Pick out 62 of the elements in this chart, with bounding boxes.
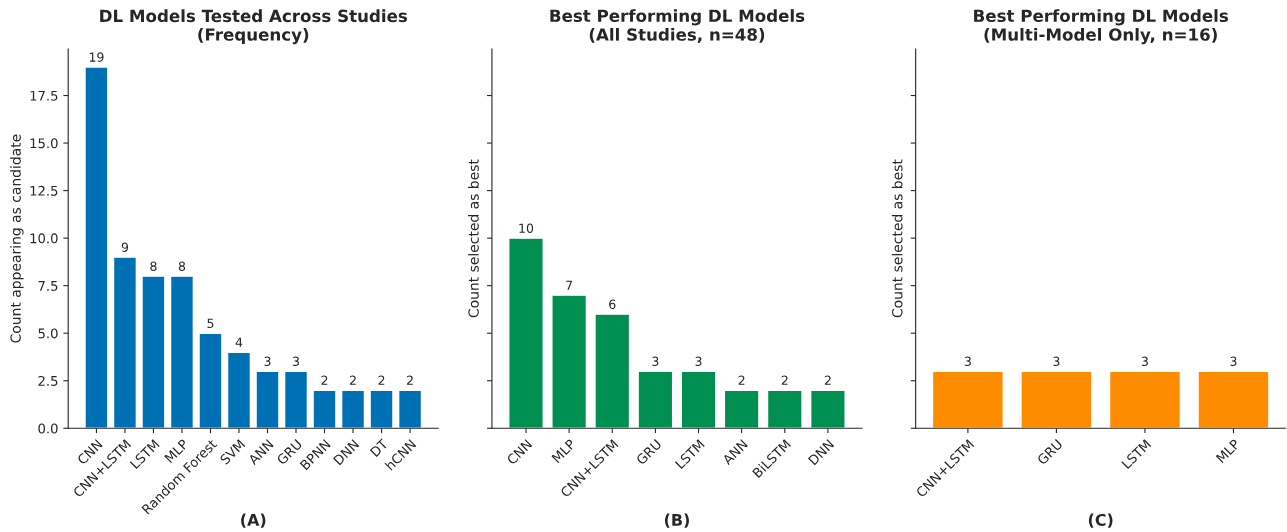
- chart-title: Best Performing DL Models (Multi-Model Only, n=16): [974, 9, 1228, 45]
- bar: [369, 389, 394, 429]
- data-label: 4: [235, 337, 243, 347]
- x-tick-label: DT: [369, 438, 389, 458]
- bar: [340, 389, 366, 429]
- bar: [723, 389, 760, 429]
- chart-title: DL Models Tested Across Studies (Frequency): [100, 9, 408, 45]
- x-axis-title: (C): [1088, 513, 1113, 528]
- y-tick-label: 17.5: [30, 90, 58, 101]
- bar: [198, 332, 223, 429]
- y-tick-label: 10.0: [30, 233, 58, 244]
- data-label: 3: [652, 356, 659, 367]
- y-tick-label: 0.0: [38, 423, 58, 434]
- bar: [141, 275, 166, 429]
- bar: [226, 351, 252, 429]
- bar: [508, 237, 544, 429]
- data-label: 8: [178, 261, 186, 271]
- bar: [551, 294, 588, 429]
- data-label: 10: [519, 223, 534, 233]
- data-label: 3: [1230, 356, 1237, 367]
- data-label: 2: [781, 375, 788, 385]
- bar: [312, 389, 337, 429]
- bar: [680, 370, 717, 429]
- data-label: 3: [1053, 356, 1060, 367]
- x-axis-title: (B): [664, 513, 689, 528]
- chart-title: Best Performing DL Models (All Studies, n=48): [550, 9, 805, 43]
- data-label: 2: [406, 375, 413, 385]
- data-label: 3: [264, 356, 271, 367]
- data-label: 2: [738, 375, 745, 385]
- bar: [255, 370, 280, 429]
- data-label: 2: [824, 375, 831, 385]
- y-tick-label: 5.0: [38, 328, 58, 339]
- data-label: 7: [566, 280, 573, 290]
- y-axis-title: Count appearing as candidate: [10, 134, 24, 343]
- data-label: 6: [609, 299, 616, 309]
- y-tick-label: 7.5: [38, 281, 58, 291]
- bar: [637, 370, 674, 429]
- bar: [84, 66, 109, 429]
- bar: [169, 275, 195, 429]
- data-label: 8: [150, 261, 157, 271]
- bar: [594, 313, 631, 429]
- bar: [809, 389, 846, 429]
- y-tick-label: 12.5: [30, 185, 58, 196]
- y-axis-title: Count selected as best: [468, 159, 479, 318]
- y-tick-label: 2.5: [38, 375, 58, 386]
- data-label: 3: [1141, 356, 1148, 367]
- data-label: 3: [292, 356, 299, 367]
- data-label: 19: [89, 52, 104, 62]
- y-axis-title: Count selected as best: [891, 159, 903, 318]
- data-label: 3: [695, 356, 702, 367]
- data-label: 5: [207, 318, 214, 328]
- bar: [766, 389, 803, 429]
- data-label: 2: [321, 375, 328, 385]
- bar: [283, 370, 309, 429]
- data-label: 2: [378, 375, 385, 385]
- data-label: 9: [121, 242, 129, 252]
- y-tick-label: 15.0: [30, 138, 58, 149]
- bar: [112, 256, 138, 429]
- data-label: 3: [964, 356, 971, 367]
- x-axis-title: (A): [241, 513, 266, 528]
- data-label: 2: [349, 375, 356, 385]
- bar: [397, 389, 423, 429]
